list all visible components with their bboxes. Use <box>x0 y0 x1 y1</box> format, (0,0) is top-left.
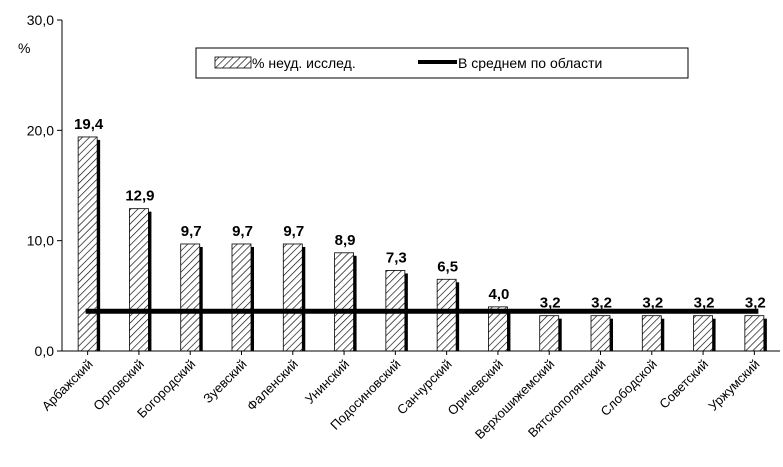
y-tick-label: 0,0 <box>35 343 55 359</box>
bar <box>129 208 149 352</box>
data-label: 8,9 <box>335 232 356 249</box>
data-labels: 19,4 12,9 9,7 9,7 9,7 8,9 7,3 6,5 4,0 3,2 3,2 3,2 3,… <box>74 116 766 312</box>
legend-label-bar: % неуд. исслед. <box>252 55 356 71</box>
bars <box>77 136 765 352</box>
bar <box>334 252 354 352</box>
bar <box>693 315 713 352</box>
data-label: 3,2 <box>540 295 561 312</box>
data-label: 3,2 <box>745 295 766 312</box>
bar <box>539 315 560 352</box>
legend: % неуд. исслед. В среднем по области <box>195 47 689 79</box>
data-label: 3,2 <box>591 295 612 312</box>
data-label: 9,7 <box>181 223 202 240</box>
data-label: 9,7 <box>283 223 304 240</box>
bar <box>744 315 765 352</box>
data-label: 3,2 <box>694 295 715 312</box>
y-tick-label: 30,0 <box>27 12 54 28</box>
data-label: 4,0 <box>488 286 509 303</box>
category-label: Уржумский <box>705 357 762 414</box>
data-label: 12,9 <box>125 188 154 205</box>
y-axis-label: % <box>18 40 30 56</box>
bar <box>590 315 611 352</box>
bar <box>436 278 457 352</box>
y-axis-ticks: 0,0 10,0 20,0 30,0 <box>27 12 62 359</box>
bar <box>641 315 662 352</box>
category-label: Советский <box>656 357 711 412</box>
data-label: 6,5 <box>437 258 458 275</box>
y-tick-label: 20,0 <box>27 122 54 138</box>
data-label: 19,4 <box>74 116 104 133</box>
bar <box>282 243 303 352</box>
bar <box>231 243 252 352</box>
bar <box>77 136 98 352</box>
data-label: 9,7 <box>232 223 253 240</box>
category-label: Зуевский <box>200 357 249 406</box>
bar <box>180 243 201 352</box>
data-label: 7,3 <box>386 249 407 266</box>
y-tick-label: 10,0 <box>27 233 54 249</box>
category-label: Фаленский <box>244 357 301 414</box>
category-label: Арбажский <box>39 357 96 414</box>
legend-swatch-bar <box>214 56 252 69</box>
category-label: Унинский <box>302 357 352 407</box>
legend-label-line: В среднем по области <box>458 55 602 71</box>
data-label: 3,2 <box>642 295 663 312</box>
